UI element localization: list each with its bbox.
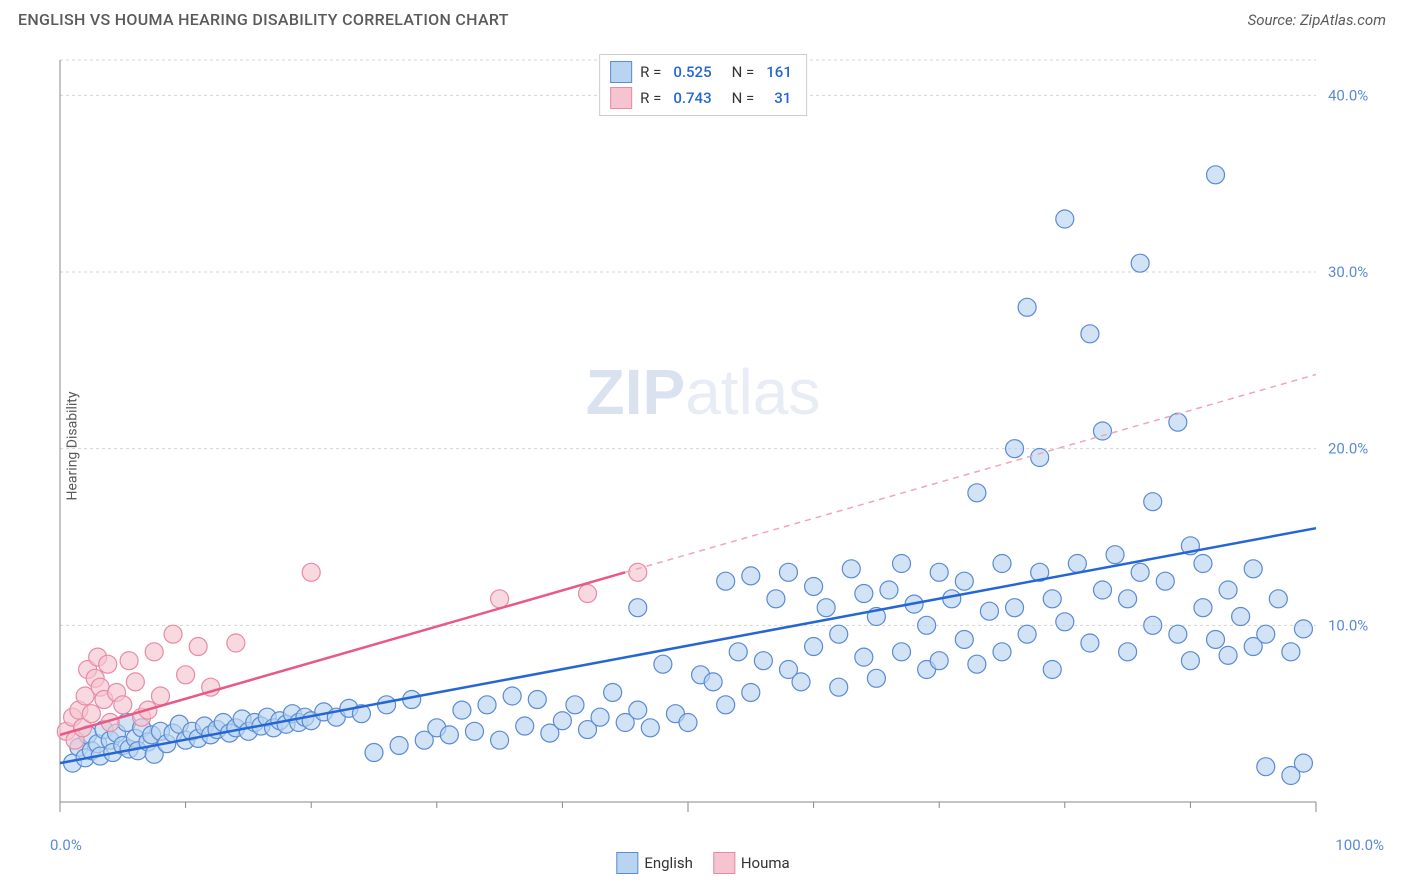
svg-text:20.0%: 20.0%	[1328, 440, 1368, 458]
chart-header: ENGLISH VS HOUMA HEARING DISABILITY CORR…	[0, 0, 1406, 37]
legend-swatch-houma	[610, 87, 632, 109]
r-value-english: 0.525	[669, 63, 715, 81]
chart-title: ENGLISH VS HOUMA HEARING DISABILITY CORR…	[18, 10, 509, 29]
legend-label-english: English	[644, 854, 693, 872]
legend-item-english: English	[616, 852, 693, 874]
legend-row-english: R = 0.525 N = 161	[610, 59, 796, 85]
xaxis-min-label: 0.0%	[50, 836, 82, 854]
legend-swatch-icon	[616, 852, 638, 874]
svg-text:30.0%: 30.0%	[1328, 263, 1368, 281]
r-value-houma: 0.743	[669, 89, 715, 107]
legend-swatch-icon	[713, 852, 735, 874]
n-value-english: 161	[762, 63, 796, 81]
scatter-chart: 10.0% 20.0% 30.0% 40.0%	[50, 50, 1386, 832]
correlation-legend: R = 0.525 N = 161 R = 0.743 N = 31	[599, 54, 807, 116]
legend-item-houma: Houma	[713, 852, 790, 874]
n-value-houma: 31	[762, 89, 795, 107]
xaxis-max-label: 100.0%	[1335, 836, 1384, 854]
source-attribution: Source: ZipAtlas.com	[1248, 11, 1386, 29]
legend-swatch-english	[610, 61, 632, 83]
series-legend: English Houma	[616, 852, 789, 874]
svg-text:10.0%: 10.0%	[1328, 616, 1368, 634]
legend-label-houma: Houma	[741, 854, 790, 872]
legend-row-houma: R = 0.743 N = 31	[610, 85, 796, 111]
svg-text:40.0%: 40.0%	[1328, 86, 1368, 104]
